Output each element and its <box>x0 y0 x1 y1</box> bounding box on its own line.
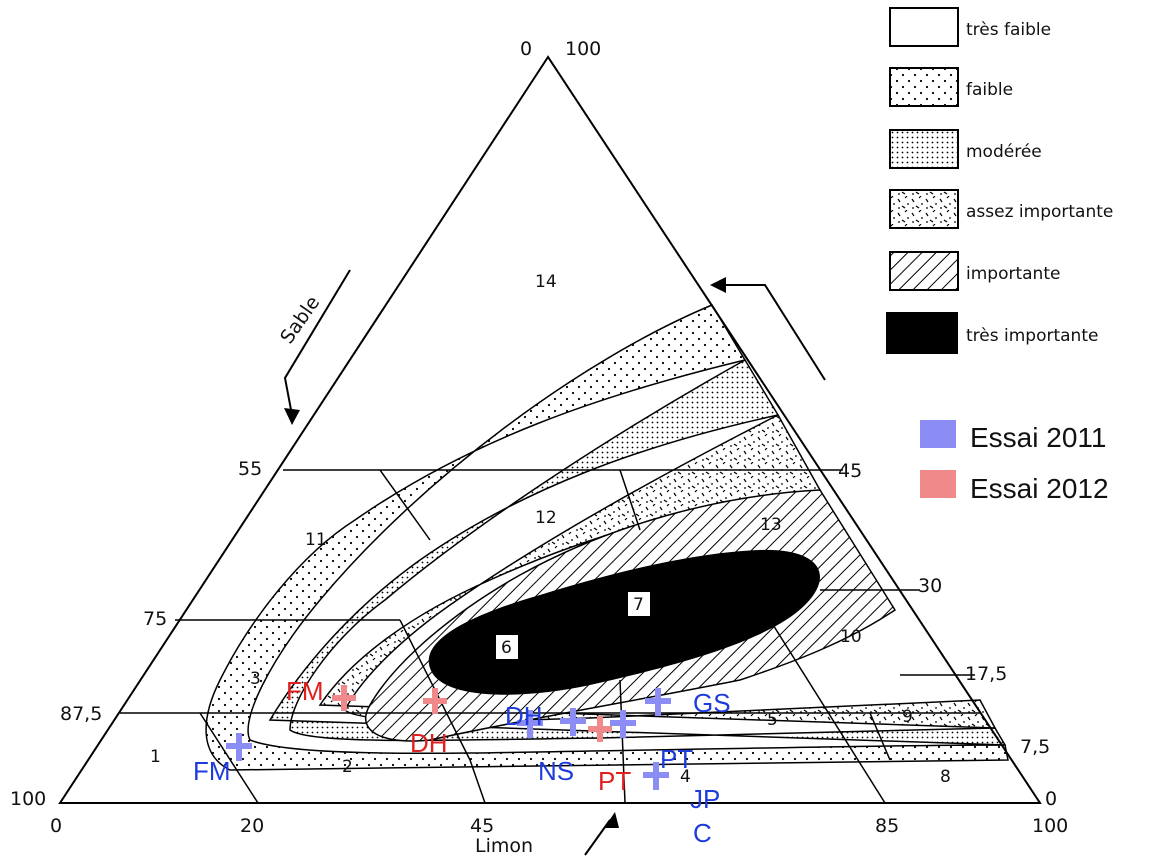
legend-label-essai-2012: Essai 2012 <box>970 473 1109 504</box>
markers-2012: FM DH PT <box>286 676 631 796</box>
arrow-head-argile <box>710 277 726 293</box>
marker-2011-pt: PT <box>660 744 693 774</box>
axis-left-75: 75 <box>143 608 167 630</box>
zone-label-6: 6 <box>501 638 512 658</box>
legend-swatch-assez-importante <box>889 189 959 229</box>
zone-label-13: 13 <box>760 515 782 535</box>
legend-swatch-essai-2012 <box>920 470 956 498</box>
axis-bottom-100: 100 <box>1032 815 1068 837</box>
axis-bottom-85: 85 <box>875 815 899 837</box>
axis-left-100: 100 <box>10 788 46 810</box>
marker-2012-dh: DH <box>410 728 448 758</box>
axis-title-limon: Limon <box>475 835 533 857</box>
axis-left-55: 55 <box>238 458 262 480</box>
axis-right-7: 7,5 <box>1020 736 1050 758</box>
legend-swatch-faible <box>889 67 959 107</box>
zone-label-7-box <box>628 592 650 616</box>
marker-2011-fm: FM <box>193 756 231 786</box>
zone-faible-area <box>205 304 1009 771</box>
marker-2012-pt: PT <box>598 766 631 796</box>
zone-label-1: 1 <box>150 747 161 767</box>
legend-label-faible: faible <box>966 80 1013 100</box>
axis-top-right: 100 <box>565 38 601 60</box>
marker-2011-jp: JP <box>690 784 720 814</box>
axis-left-87: 87,5 <box>60 703 102 725</box>
axis-bottom-0: 0 <box>50 815 62 837</box>
zone-label-9: 9 <box>902 707 913 727</box>
arrow-head-limon <box>604 812 619 828</box>
zone-label-6-box <box>496 635 518 659</box>
zone-label-5: 5 <box>767 710 778 730</box>
marker-2011-c: C <box>693 818 712 848</box>
axis-title-sable: Sable <box>276 292 324 348</box>
zone-label-4: 4 <box>680 767 691 787</box>
marker-2011-ns: NS <box>538 756 574 786</box>
legend-swatch-tres-importante <box>886 312 958 354</box>
legend-label-moderee: modérée <box>966 142 1042 162</box>
legend-label-tres-importante: très importante <box>966 326 1098 346</box>
axis-right-17: 17,5 <box>965 663 1007 685</box>
marker-2011-dh: DH <box>505 701 543 731</box>
zone-tres-importante-core <box>428 549 820 695</box>
zone-label-12: 12 <box>535 508 557 528</box>
axis-bottom-45: 45 <box>470 815 494 837</box>
legend-swatch-essai-2011 <box>920 420 956 448</box>
marker-2011-gs: GS <box>693 688 731 718</box>
legend-swatch-importante <box>889 251 959 291</box>
legend-label-tres-faible: très faible <box>966 20 1051 40</box>
axis-top-left: 0 <box>520 38 532 60</box>
zone-label-10: 10 <box>840 627 862 647</box>
markers-2011: FM DH NS GS PT JP C <box>193 688 731 848</box>
arrow-head-sable <box>284 408 300 425</box>
zone-moderee-area <box>268 358 1007 746</box>
zone-label-3: 3 <box>250 669 261 689</box>
zone-assez-importante-area <box>318 414 997 729</box>
triangle-outline <box>58 55 1042 804</box>
zone-label-2: 2 <box>342 757 353 777</box>
axis-right-30: 30 <box>918 575 942 597</box>
axis-bottom-20: 20 <box>240 815 264 837</box>
legend-swatch-moderee <box>889 129 959 169</box>
legend-label-assez-importante: assez importante <box>966 202 1113 222</box>
legend-swatch-tres-faible <box>889 7 959 47</box>
axis-right-0: 0 <box>1045 788 1057 810</box>
zone-label-8: 8 <box>940 767 951 787</box>
axis-right-45: 45 <box>838 460 862 482</box>
zone-label-11: 11 <box>305 530 327 550</box>
legend: très faible faible modérée assez importa… <box>886 7 1113 504</box>
marker-2012-fm: FM <box>286 676 324 706</box>
zone-label-7: 7 <box>633 595 644 615</box>
legend-label-importante: importante <box>966 264 1060 284</box>
zone-label-14: 14 <box>535 272 557 292</box>
legend-label-essai-2011: Essai 2011 <box>970 422 1106 453</box>
